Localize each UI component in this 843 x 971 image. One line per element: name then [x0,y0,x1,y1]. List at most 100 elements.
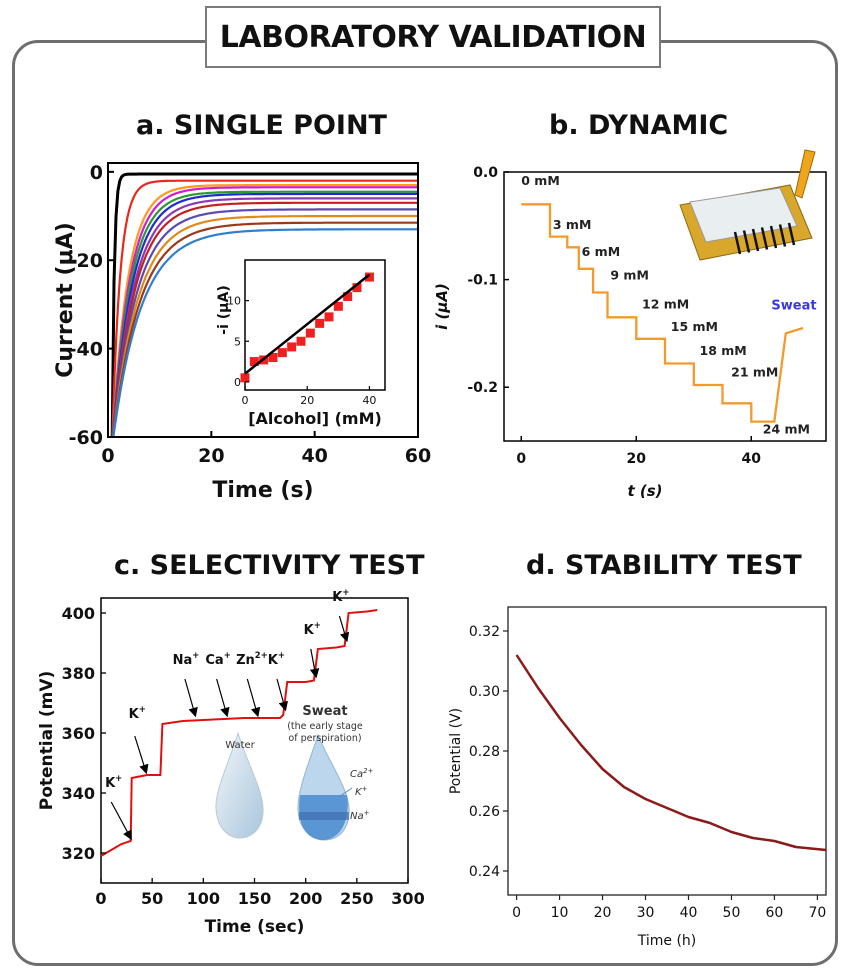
chart-a-inset-point-5 [287,342,297,352]
chart-c-ion-annotation-1-base: K [129,707,140,722]
chart-a-series-4 [111,190,418,437]
chart-c-ion-annotation-6: K+ [304,620,321,638]
chart-a-inset-ytick-label-0: 0 [234,376,241,389]
chart-a-inset-point-8 [315,318,325,328]
chart-a-plot [110,172,418,437]
chart-c-ylabel: Potential (mV) [37,671,57,810]
chart-b-ylabel: i (μA) [433,283,451,330]
chart-c-xtick-label-100: 100 [187,889,220,908]
chart-a-series-11 [112,228,418,437]
chart-a-inset-ytick-label-5: 5 [234,335,241,348]
chart-c-arrow-4 [246,678,261,718]
chart-c-ion-ca: Ca2+ [350,767,374,780]
chart-b-device-illustration [679,149,816,261]
chart-b-step-line [521,203,804,423]
chart-b-device-lead-3 [760,227,769,250]
chart-b-device-lead-5 [778,224,787,247]
chart-c-water-label: Water [225,740,255,751]
chart-a-ytick-label--40: -40 [69,339,103,361]
chart-b-step-label-5: 15 mM [671,319,718,334]
chart-c-sweat-sub1: (the early stage [287,721,363,732]
chart-a-inset-point-7 [305,328,315,338]
chart-c-ion-k-sup: + [362,785,368,793]
chart-b-device-lead-6 [787,222,796,246]
chart-c-ion-annotation-2-base: Na [173,653,193,668]
chart-c-ion-annotation-3: Ca+ [205,650,230,668]
chart-c-ion-annotation-1-sup: + [139,704,146,714]
chart-a-ytick-label--20: -20 [69,250,103,272]
chart-a-inset-point-1 [249,357,259,367]
chart-c-sweat-title: Sweat [302,704,347,719]
chart-a-series-0 [110,172,418,437]
chart-c-ion-na-base: Na [350,811,364,822]
chart-c-arrow-6 [309,648,320,679]
chart-c-water-droplet [215,731,264,839]
chart-c-ytick-label-340: 340 [62,784,95,803]
chart-a-series-5 [111,192,418,437]
chart-d-xlabel: Time (h) [637,933,697,949]
chart-a-inset-fit [244,273,371,375]
chart-a-inset-point-11 [343,292,353,302]
chart-a-inset-point-0 [240,373,250,383]
chart-d-axes-box [507,606,827,896]
chart-c-ion-annotation-4-base: Zn [236,653,255,668]
chart-b-step-label-1: 3 mM [553,217,592,232]
chart-c-ion-annotation-2-sup: + [192,650,199,660]
chart-b-sweat-label: Sweat [771,299,816,314]
chart-c-arrow-3 [216,678,230,718]
chart-c-ion-annotation-1: K+ [129,704,146,722]
chart-d-ytick-label-4: 0.32 [469,624,500,640]
chart-a-series-3 [111,186,418,437]
chart-c-ion-annotation-5: K+ [268,650,285,668]
chart-d-xtick-label-0: 0 [512,905,521,921]
chart-c-ion-ca-base: Ca [350,769,363,780]
chart-b-device-lead-0 [733,231,742,255]
chart-c-droplets [215,731,350,841]
chart-c-ion-annotation-7: K+ [332,587,349,605]
chart-d-xtick-label-70: 70 [808,905,826,921]
chart-b-step-label-6: 18 mM [700,343,747,358]
chart-b-step-label-7: 21 mM [731,364,778,379]
chart-b-device-lead-4 [769,225,778,249]
chart-a-series-9 [111,214,418,437]
chart-c-ion-ca-sup: 2+ [363,767,373,775]
chart-b-device-lead-1 [742,230,751,253]
chart-d-ytick-label-3: 0.30 [469,684,500,700]
chart-c-ytick-label-380: 380 [62,664,95,683]
chart-b-ytick-label-1: -0.1 [467,273,498,289]
chart-a-inset-point-9 [324,312,334,322]
chart-b-device-chip [689,187,798,243]
chart-c-arrow-1 [134,735,149,775]
chart-c-ion-k-base: K [355,787,363,798]
chart-a-axes-box [107,162,419,438]
chart-a-series-2 [111,184,418,437]
chart-c-ion-annotation-4: Zn2+ [236,650,268,668]
chart-c-sweat-ion-band [299,812,349,820]
chart-b-xlabel: t (s) [627,482,662,500]
chart-b-device-lead-2 [751,228,760,252]
chart-a-inset-ylabel: -i (μA) [216,285,232,334]
chart-d-ylabel: Potential (V) [448,708,464,794]
chart-a-ylabel: Current (μA) [53,222,78,378]
chart-d-xtick-label-40: 40 [680,905,698,921]
chart-c-xtick-label-0: 0 [95,889,106,908]
chart-c-xtick-label-250: 250 [340,889,373,908]
chart-c-ion-annotation-2: Na+ [173,650,200,668]
chart-c-ion-annotation-0: K+ [105,773,122,791]
chart-a-series-1 [111,179,418,437]
panel-d-title: d. STABILITY TEST [526,550,802,581]
chart-b-ytick-label-0: 0.0 [473,165,498,181]
chart-c-arrow-7 [338,615,350,643]
chart-c-ytick-label-360: 360 [62,724,95,743]
chart-a-xtick-label-40: 40 [301,445,327,467]
chart-b-device-pipette [794,149,816,199]
chart-c-axes-box [100,597,409,884]
chart-c-ion-annotation-7-base: K [332,590,343,605]
chart-c-ion-pointer [338,787,353,798]
chart-c-ion-annotation-0-base: K [105,776,116,791]
chart-a-xtick-label-60: 60 [405,445,431,467]
chart-b-ytick-label-2: -0.2 [467,380,498,396]
chart-a-series-10 [112,221,418,437]
